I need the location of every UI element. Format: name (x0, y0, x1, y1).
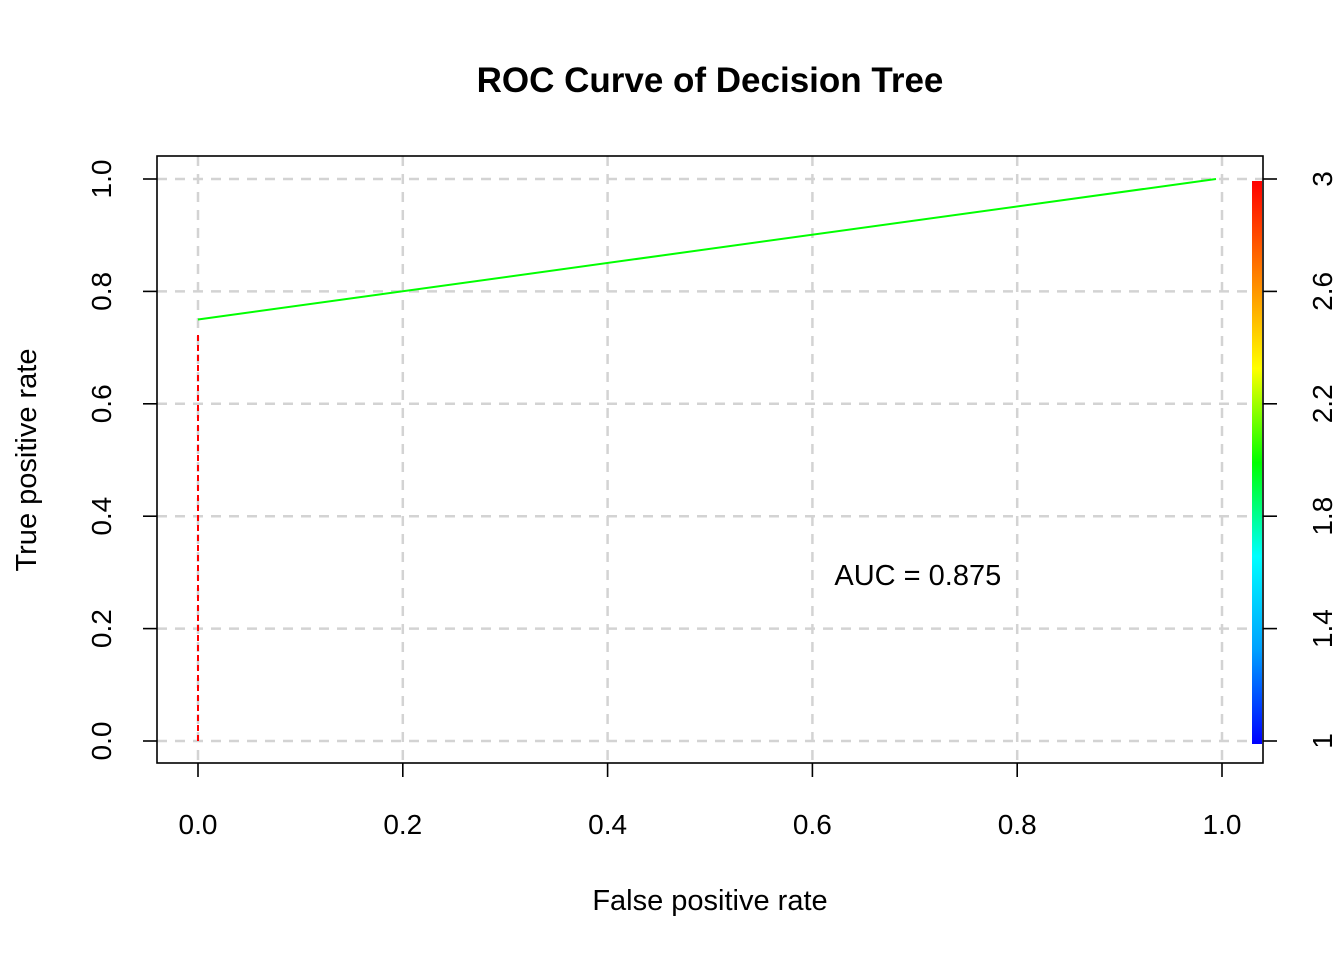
axes: 0.0 0.2 0.4 0.6 0.8 1.0 0.0 0.2 0.4 0.6 0.8 1.0 (86, 155, 1264, 840)
plot-frame (156, 155, 1264, 764)
y-tick-label: 1.0 (86, 160, 117, 199)
y-axis-label: True positive rate (11, 349, 43, 572)
colorbar-tick-label: 1 (1307, 733, 1338, 749)
x-tick-label: 0.0 (179, 809, 218, 840)
x-tick-label: 0.4 (588, 809, 627, 840)
x-tick-label: 0.8 (998, 809, 1037, 840)
chart-title: ROC Curve of Decision Tree (477, 61, 944, 100)
colorbar-gradient (1252, 181, 1262, 744)
grid (157, 156, 1263, 763)
auc-annotation: AUC = 0.875 (834, 560, 1001, 592)
x-tick-label: 0.2 (383, 809, 422, 840)
y-tick-label: 0.6 (86, 384, 117, 423)
y-tick-label: 0.4 (86, 497, 117, 536)
y-tick-label: 0.0 (86, 722, 117, 761)
colorbar-tick-label: 3 (1307, 171, 1338, 187)
colorbar-tick-label: 2.6 (1307, 272, 1338, 311)
colorbar-tick-label: 1.4 (1307, 609, 1338, 648)
series (197, 178, 1217, 741)
x-tick-label: 1.0 (1203, 809, 1242, 840)
x-axis-label: False positive rate (592, 885, 827, 917)
y-tick-label: 0.2 (86, 609, 117, 648)
y-tick-label: 0.8 (86, 272, 117, 311)
colorbar: 1 1.4 1.8 2.2 2.6 3 (1252, 171, 1338, 749)
roc-segment-diagonal (197, 178, 1217, 321)
colorbar-tick-label: 2.2 (1307, 384, 1338, 423)
x-tick-label: 0.6 (793, 809, 832, 840)
colorbar-tick-label: 1.8 (1307, 497, 1338, 536)
